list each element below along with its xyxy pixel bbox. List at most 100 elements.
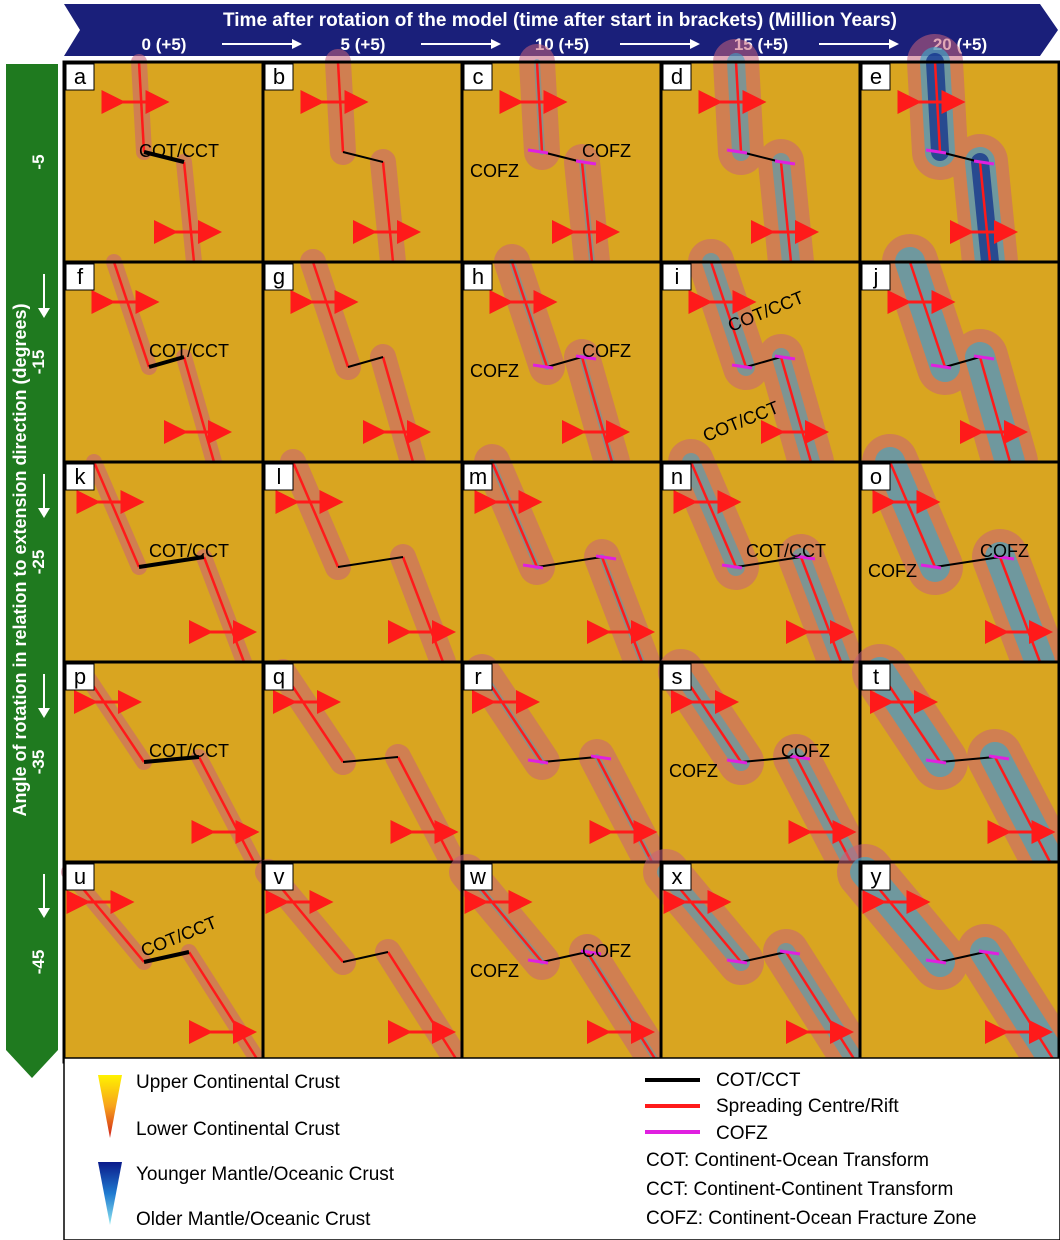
- panel-letter-box: [662, 63, 692, 91]
- panel-letter: g: [273, 264, 285, 289]
- legend: Upper Continental Crust Lower Continenta…: [63, 1057, 1060, 1240]
- cofz-line: [527, 758, 549, 765]
- cofz-line: [993, 554, 1015, 561]
- panel-letter: s: [672, 664, 683, 689]
- cot-cct-line: [143, 755, 200, 764]
- panel-letter: b: [273, 64, 285, 89]
- cot-cct-line: [939, 756, 996, 763]
- panel-letter: k: [75, 464, 87, 489]
- panel-annotation: COT/CCT: [149, 341, 229, 361]
- legend-cofz: COFZ: [716, 1123, 768, 1144]
- panel-g: g: [261, 249, 464, 475]
- panel-f: f COT/CCT: [62, 254, 265, 470]
- angle-arrowhead: [38, 908, 50, 918]
- cot-cct-line: [939, 151, 981, 163]
- panel-letter-box: [662, 263, 692, 291]
- panel-letter-box: [264, 463, 294, 491]
- panel-annotation: COFZ: [781, 741, 830, 761]
- spreading-centre: [291, 461, 445, 663]
- angle-arrowhead: [38, 708, 50, 718]
- cot-cct-line: [934, 556, 1001, 568]
- panel-annotation: COFZ: [582, 941, 631, 961]
- panel-letter-box: [65, 263, 95, 291]
- spreading-centre: [908, 261, 1012, 463]
- panel-annotation: COFZ: [980, 541, 1029, 561]
- panel-letter-box: [463, 863, 493, 891]
- cofz-line: [978, 949, 1000, 956]
- panel-t: t: [852, 644, 1060, 890]
- angle-arrowhead: [38, 308, 50, 318]
- cot-cct-line: [541, 151, 583, 163]
- cot-cct-line: [944, 356, 981, 368]
- time-label: 5 (+5): [341, 35, 386, 54]
- panel-letter: y: [871, 864, 882, 889]
- cofz-line: [988, 754, 1010, 761]
- cot-cct-line: [342, 151, 384, 163]
- panel-annotation: COFZ: [669, 761, 718, 781]
- panel-annotation: COT/CCT: [149, 541, 229, 561]
- panel-annotation: COFZ: [582, 141, 631, 161]
- legend-spreading: Spreading Centre/Rift: [716, 1096, 899, 1117]
- panel-annotation: COT/CCT: [139, 141, 219, 161]
- panel-letter: j: [873, 264, 879, 289]
- cofz-line: [590, 754, 612, 761]
- panel-e: e: [858, 34, 1060, 290]
- panel-letter-box: [861, 463, 891, 491]
- panel-letter-box: [264, 63, 294, 91]
- spreading-centre: [510, 261, 614, 463]
- angle-label: -15: [29, 350, 48, 375]
- cot-cct-line: [939, 951, 986, 963]
- panel-letter: v: [274, 864, 285, 889]
- spreading-centre: [490, 461, 644, 663]
- panel-letter: f: [77, 264, 84, 289]
- cot-cct-line: [342, 756, 399, 763]
- spreading-centre: [888, 461, 1042, 663]
- cofz-line: [575, 159, 597, 166]
- panel-q: q: [261, 659, 466, 875]
- cofz-line: [925, 148, 947, 155]
- panel-letter-box: [861, 863, 891, 891]
- cot-cct-line: [546, 356, 583, 368]
- cot-cct-line: [541, 951, 588, 963]
- panel-l: l: [261, 449, 464, 675]
- panel-letter-box: [264, 663, 294, 691]
- panel-letter-box: [264, 263, 294, 291]
- panel-letter-box: [65, 463, 95, 491]
- panel-letter: q: [273, 664, 285, 689]
- panel-b: b: [261, 49, 464, 275]
- cofz-line: [532, 363, 554, 370]
- panel-c: c COFZ COFZ: [460, 44, 663, 280]
- spreading-centre: [92, 461, 246, 663]
- legend-upper-continental: Upper Continental Crust: [136, 1072, 341, 1093]
- cot-cct-line: [740, 151, 782, 163]
- time-header-title: Time after rotation of the model (time a…: [223, 10, 897, 31]
- angle-label: -25: [29, 550, 48, 575]
- panel-letter-box: [65, 63, 95, 91]
- cofz-line: [789, 754, 811, 761]
- panel-annotation: COFZ: [868, 561, 917, 581]
- cofz-line: [774, 354, 796, 361]
- cot-cct-line: [143, 950, 190, 964]
- panel-letter-box: [662, 663, 692, 691]
- panel-letter-box: [463, 663, 493, 691]
- panel-s: s COFZ COFZ: [658, 649, 874, 885]
- cot-cct-line: [740, 756, 797, 763]
- panel-w: w COFZ COFZ: [449, 854, 675, 1080]
- spreading-centre: [709, 261, 813, 463]
- angle-label: -45: [29, 950, 48, 975]
- cot-cct-line: [740, 951, 787, 963]
- panel-letter: o: [870, 464, 882, 489]
- panel-letter-box: [662, 463, 692, 491]
- cofz-line: [731, 363, 753, 370]
- panel-y: y: [837, 844, 1060, 1090]
- cofz-line: [774, 159, 796, 166]
- cofz-line: [794, 554, 816, 561]
- panel-letter: n: [671, 464, 683, 489]
- time-arrowhead: [491, 39, 501, 49]
- panel-letter-box: [861, 663, 891, 691]
- panel-k: k COT/CCT: [62, 454, 265, 670]
- cofz-line: [925, 758, 947, 765]
